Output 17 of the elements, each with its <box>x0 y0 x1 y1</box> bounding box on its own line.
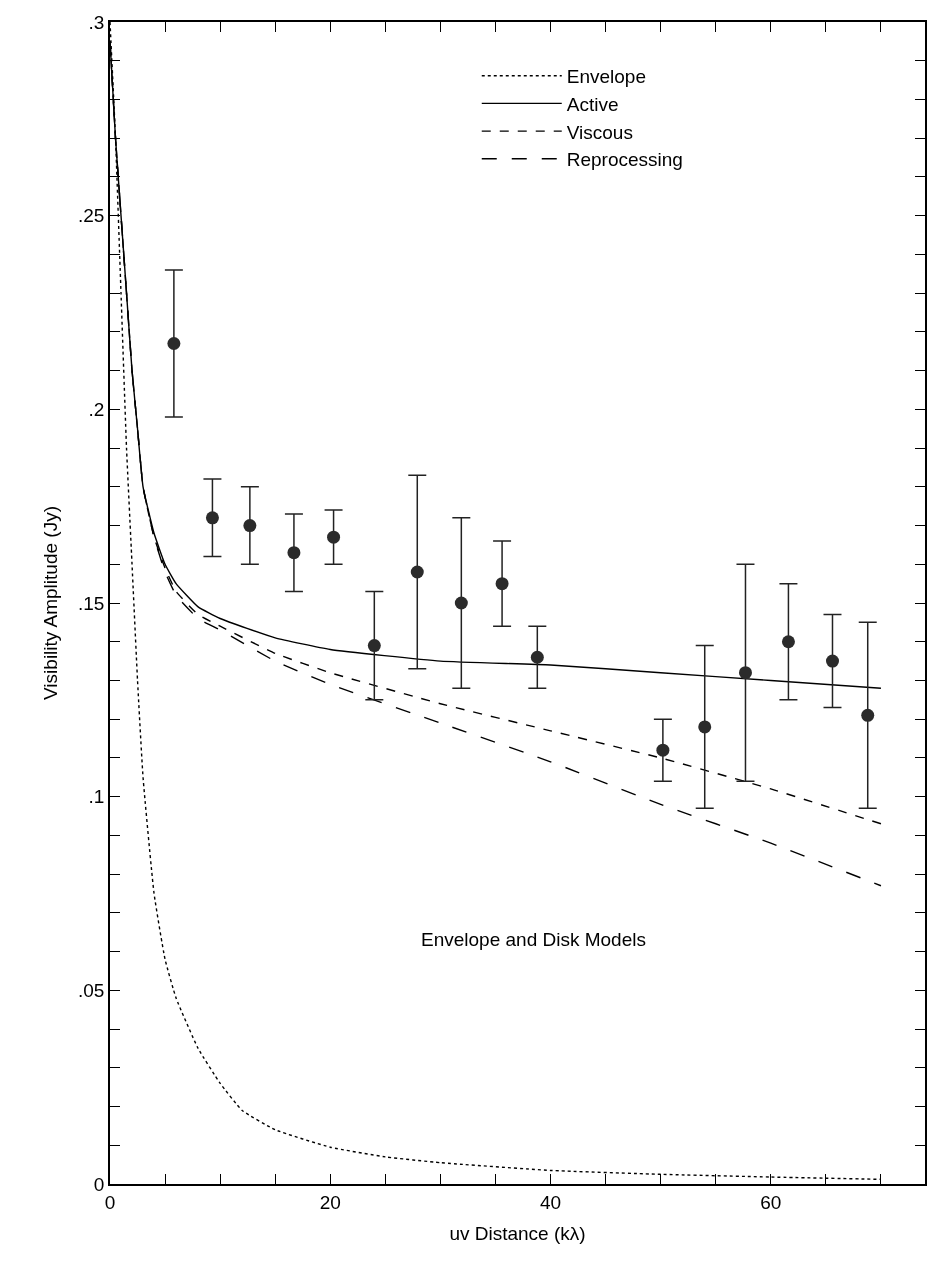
y-tick-label: 0 <box>93 1173 105 1195</box>
y-tick-label: .2 <box>88 398 105 420</box>
y-tick-label: .3 <box>88 11 105 33</box>
x-tick-label: 40 <box>539 1191 562 1213</box>
legend-label: Active <box>566 93 619 115</box>
y-tick-label: .05 <box>78 979 105 1001</box>
x-axis-title: uv Distance (kλ) <box>449 1222 586 1244</box>
x-tick-label: 20 <box>319 1191 341 1213</box>
legend-label: Viscous <box>566 121 633 143</box>
y-tick-label: .25 <box>78 205 105 227</box>
x-tick-label: 60 <box>760 1191 782 1213</box>
legend-label: Reprocessing <box>566 149 683 171</box>
annotation: Envelope and Disk Models <box>421 929 646 950</box>
y-tick-label: .15 <box>78 592 105 614</box>
y-axis-title: Visibility Amplitude (Jy) <box>40 506 62 700</box>
legend-label: Envelope <box>566 66 646 88</box>
y-tick-label: .1 <box>88 786 105 808</box>
